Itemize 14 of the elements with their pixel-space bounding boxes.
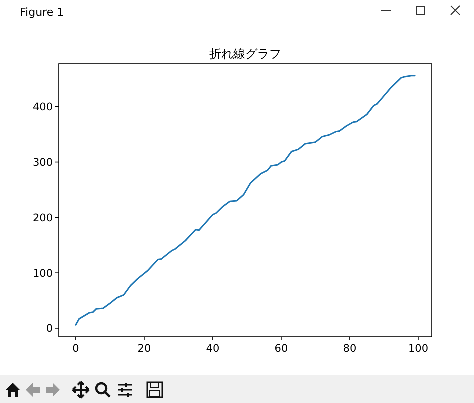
x-tick-label: 40 [206,343,220,355]
x-tick-label: 60 [274,343,288,355]
y-tick-label: 0 [46,323,53,336]
y-tick-label: 400 [32,102,53,114]
y-tick-label: 100 [32,268,53,280]
caption: Figure 1 [20,6,64,19]
x-tick-label: 0 [72,343,80,355]
y-tick-label: 200 [32,212,53,224]
x-tick-label: 20 [138,343,152,355]
y-tick-label: 300 [32,156,53,169]
x-tick-label: 80 [343,343,357,355]
chart-title: 折れ線グラフ [210,47,282,61]
line-series [75,75,416,326]
x-tick-label: 100 [408,343,428,355]
